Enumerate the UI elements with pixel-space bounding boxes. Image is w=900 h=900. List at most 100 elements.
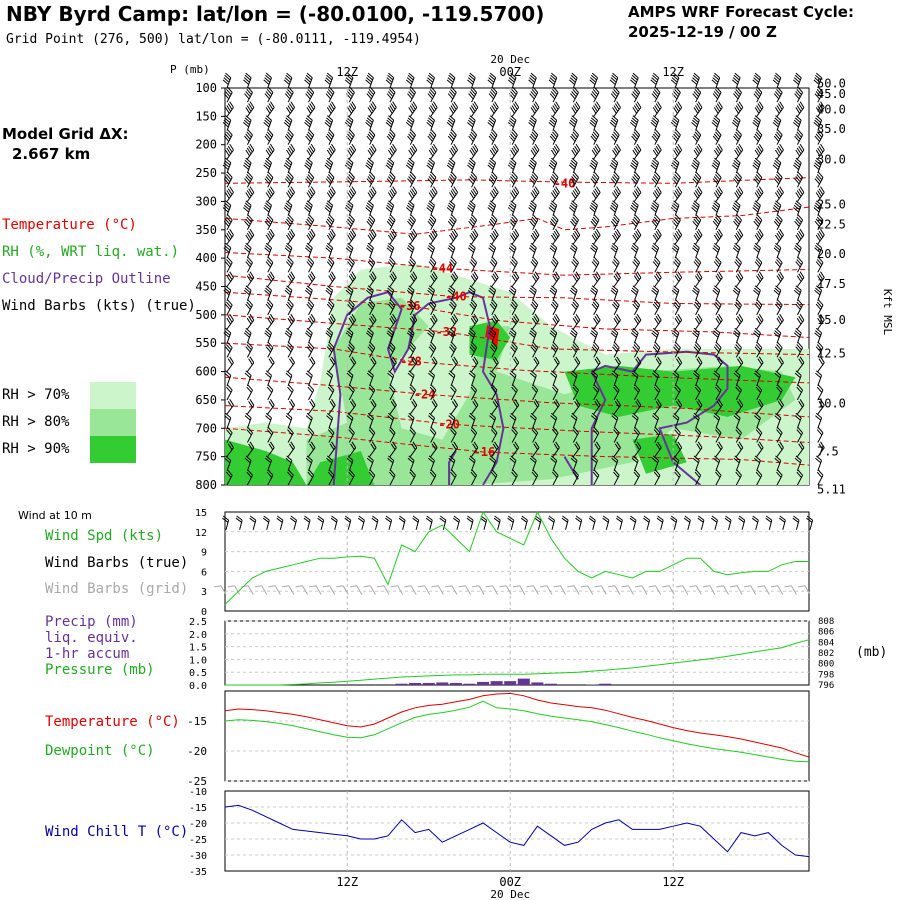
wind-barb-true (779, 515, 786, 530)
wind-barb (755, 427, 763, 443)
rh-area-90 (225, 439, 307, 485)
wind-barb-grid (648, 585, 662, 595)
precip-tick-label: 1.5 (189, 643, 207, 654)
wind-barb (711, 157, 721, 174)
wind-tick-label: 0 (201, 607, 207, 618)
wind-barb (650, 200, 660, 216)
wind-barb-grid (743, 585, 757, 595)
wind-barb (430, 313, 438, 330)
wind-barb-grid (268, 585, 281, 595)
wind-barb (815, 412, 823, 429)
wind-barb (550, 101, 560, 117)
wind-barb (325, 214, 335, 231)
wind-barb-true (344, 515, 352, 530)
wind-barb (325, 285, 334, 301)
wind-barb (429, 469, 437, 486)
wind-barb (754, 299, 763, 316)
height-tick-label: 25.0 (817, 197, 846, 211)
wind-barb (450, 384, 457, 401)
wind-barb (550, 299, 559, 316)
wind-barb (651, 214, 661, 231)
wind-barb (794, 86, 804, 103)
cloud-outline (332, 291, 505, 486)
pressure-tick-label: 600 (195, 365, 217, 379)
wind-barb (692, 285, 700, 301)
legend-temperature-line: Temperature (°C) (45, 714, 180, 730)
wind-barb-true (629, 515, 637, 530)
wind-barb (450, 441, 459, 457)
wind-barb-grid (444, 585, 458, 595)
wind-barb (286, 256, 294, 273)
wind-barb (632, 256, 641, 273)
wind-barb (245, 256, 253, 273)
wind-barb-grid (580, 585, 594, 595)
wind-barb (407, 370, 415, 386)
wind-barb (715, 427, 722, 443)
wind-barb (756, 441, 764, 457)
precip-tick-label: 1.0 (189, 655, 207, 666)
wind-barb (550, 455, 558, 471)
wind-barb (367, 228, 377, 245)
wind-10m-label: Wind at 10 m (18, 509, 92, 522)
wind-barb (305, 370, 313, 386)
wind-barb (817, 441, 825, 457)
wind-barb (651, 285, 660, 301)
wind-barb-true (616, 515, 623, 530)
wind-barb (672, 455, 680, 471)
wind-barb (488, 214, 498, 231)
wind-barb (631, 455, 639, 471)
wind-barb (367, 186, 377, 202)
wind-barb (552, 399, 560, 415)
wind-barb (695, 356, 703, 372)
wind-barb (267, 356, 275, 372)
wind-barb (572, 356, 581, 372)
temperature-contour (224, 291, 810, 338)
wind-barb (735, 313, 744, 330)
wind-barb (570, 171, 579, 188)
rh-swatch (90, 409, 136, 436)
wind-barb (774, 370, 782, 386)
wind-barb (263, 72, 272, 89)
wind-barb (387, 228, 397, 245)
wind-barb (794, 129, 804, 145)
wind-barb (366, 129, 376, 145)
wind-barb (491, 271, 499, 287)
wind-barb (630, 115, 639, 131)
wind-barb (591, 342, 600, 358)
wind-barb (692, 86, 702, 103)
wind-barb (265, 412, 272, 429)
wind-barb (429, 384, 437, 401)
wind-barb (307, 469, 315, 486)
precip-bar (449, 682, 462, 685)
wind-barb (387, 455, 395, 471)
wind-barb (630, 157, 639, 174)
wind-barb (284, 129, 294, 145)
wind-barb (715, 356, 723, 372)
wind-barb (756, 313, 764, 330)
wind-barb (224, 143, 234, 160)
wind-barb-true (792, 515, 800, 530)
wind-barb (427, 129, 437, 145)
legend-precip-liq: liq. equiv. (45, 630, 138, 646)
wind-barb (652, 186, 662, 202)
wind-barb (732, 285, 741, 301)
wind-barb (814, 285, 823, 301)
wind-barb (510, 342, 518, 358)
wind-barb (347, 101, 357, 117)
wind-barb (711, 200, 721, 216)
wind-barb (713, 186, 723, 202)
wind-barb (244, 86, 253, 103)
wind-barb (712, 285, 721, 301)
wind-barb (814, 86, 824, 103)
wind-barb (409, 427, 416, 443)
wind-barb (632, 228, 642, 245)
wind-barb (570, 412, 578, 429)
wind-tick-label: 9 (201, 548, 207, 559)
wind-barb-grid (309, 585, 322, 595)
wind-barb (511, 399, 520, 415)
wind-barb (222, 115, 232, 131)
windchill-tick-label: -10 (189, 787, 207, 798)
wind-barb (773, 129, 783, 145)
wind-barb (552, 441, 560, 457)
wind-barb (489, 342, 498, 358)
